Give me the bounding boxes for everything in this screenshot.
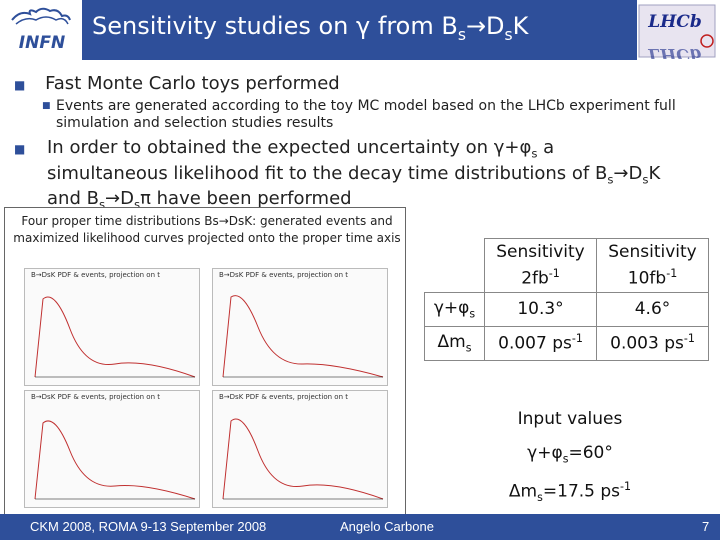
decay-time-plot-3: B→DsK PDF & events, projection on t [24,390,200,508]
plot-curve-1 [34,296,196,378]
cell-value: 0.003 ps-1 [596,325,709,361]
decay-time-plot-2: B→DsK PDF & events, projection on t [212,268,388,386]
input-delta-ms: Δms=17.5 ps-1 [508,480,632,505]
sensitivity-table: Sensitivity 2fb-1 Sensitivity 10fb-1 γ+φs … [424,238,714,361]
cell-value: 0.007 ps-1 [484,325,597,361]
input-values-heading: Input values [517,409,623,429]
infn-logo: INFN [11,7,71,53]
decay-time-plot-1: B→DsK PDF & events, projection on t [24,268,200,386]
footer-conference: CKM 2008, ROMA 9-13 September 2008 [30,519,267,534]
plot-curve-2 [222,295,384,378]
svg-text:LHCb: LHCb [647,12,701,32]
svg-text:LHCb: LHCb [647,44,701,59]
plot-curve-3 [34,420,196,500]
footer-bar [0,514,720,540]
column-header-2fb: Sensitivity 2fb-1 [484,238,597,293]
input-gamma-phi: γ+φs=60° [527,443,613,466]
plot-curve-4 [222,418,384,500]
cell-value: 10.3° [484,291,597,327]
bullet-square-icon: ■ [14,142,26,156]
page-title: Sensitivity studies on γ from Bs→DsK [92,12,529,44]
svg-text:INFN: INFN [19,33,65,53]
row-label-delta-ms: Δms [424,325,485,361]
bullet-square-icon: ■ [42,101,51,111]
bullet-fast-mc: ■ Fast Monte Carlo toys performed [14,73,340,94]
input-values: Input values γ+φs=60° Δms=17.5 ps-1 [430,405,710,512]
figure-caption: Four proper time distributions Bs→DsK: g… [13,214,401,245]
cell-value: 4.6° [596,291,709,327]
bullet-uncertainty: ■ In order to obtained the expected unce… [14,137,661,212]
bullet-events-generated: ■ Events are generated according to the … [42,98,676,131]
column-header-10fb: Sensitivity 10fb-1 [596,238,709,293]
row-label-gamma-phi: γ+φs [424,291,485,327]
title-bar [82,0,637,60]
page-number: 7 [702,519,710,534]
lhcb-logo: LHCb LHCb [638,4,716,59]
bullet-square-icon: ■ [14,78,26,92]
footer-author: Angelo Carbone [340,519,434,534]
decay-time-plot-4: B→DsK PDF & events, projection on t [212,390,388,508]
